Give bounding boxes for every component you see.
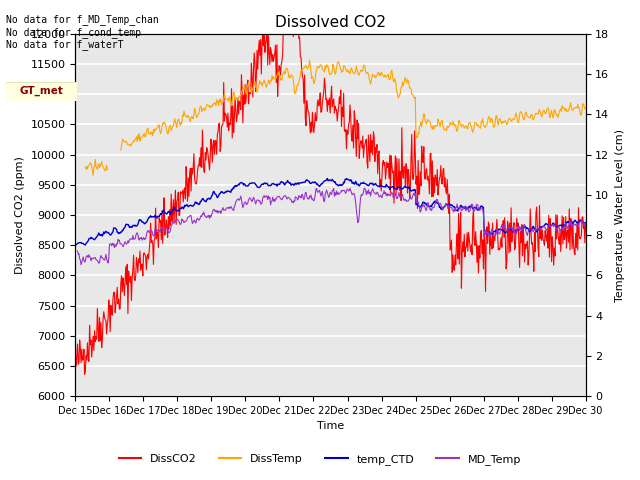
DissTemp — [212, 102, 220, 108]
DissCO2 — [134, 270, 141, 276]
Line: DissTemp: DissTemp — [85, 60, 586, 176]
MD_Temp — [81, 259, 88, 265]
DissTemp — [582, 106, 589, 111]
Text: No data for f_MD_Temp_chan
No data for f_cond_temp
No data for f_waterT: No data for f_MD_Temp_chan No data for f… — [6, 14, 159, 50]
temp_CTD — [81, 242, 88, 248]
temp_CTD — [323, 176, 331, 181]
Legend: DissCO2, DissTemp, temp_CTD, MD_Temp: DissCO2, DissTemp, temp_CTD, MD_Temp — [115, 450, 525, 469]
DissCO2 — [72, 357, 79, 363]
Y-axis label: Dissolved CO2 (ppm): Dissolved CO2 (ppm) — [15, 156, 25, 274]
X-axis label: Time: Time — [317, 421, 344, 432]
MD_Temp — [582, 221, 589, 227]
temp_CTD — [408, 188, 415, 193]
Line: temp_CTD: temp_CTD — [76, 179, 586, 245]
temp_CTD — [185, 204, 193, 209]
Text: GT_met: GT_met — [20, 86, 63, 96]
temp_CTD — [582, 220, 589, 226]
DissCO2 — [283, 3, 291, 9]
Line: MD_Temp: MD_Temp — [77, 188, 586, 265]
DissCO2 — [394, 187, 401, 192]
DissTemp — [392, 83, 400, 89]
DissCO2 — [81, 368, 89, 374]
DissCO2 — [81, 372, 88, 377]
temp_CTD — [212, 192, 220, 197]
DissCO2 — [582, 221, 589, 227]
DissTemp — [407, 86, 415, 92]
temp_CTD — [133, 223, 141, 228]
temp_CTD — [72, 242, 79, 248]
DissTemp — [185, 114, 193, 120]
Y-axis label: Temperature, Water Level (cm): Temperature, Water Level (cm) — [615, 129, 625, 301]
Title: Dissolved CO2: Dissolved CO2 — [275, 15, 386, 30]
FancyBboxPatch shape — [3, 81, 81, 102]
MD_Temp — [185, 214, 193, 220]
DissTemp — [133, 139, 141, 144]
DissCO2 — [408, 173, 416, 179]
MD_Temp — [212, 207, 220, 213]
temp_CTD — [393, 186, 401, 192]
MD_Temp — [392, 193, 400, 199]
MD_Temp — [407, 196, 415, 202]
Line: DissCO2: DissCO2 — [76, 6, 586, 374]
DissCO2 — [212, 151, 220, 157]
DissCO2 — [186, 171, 193, 177]
MD_Temp — [133, 230, 141, 236]
